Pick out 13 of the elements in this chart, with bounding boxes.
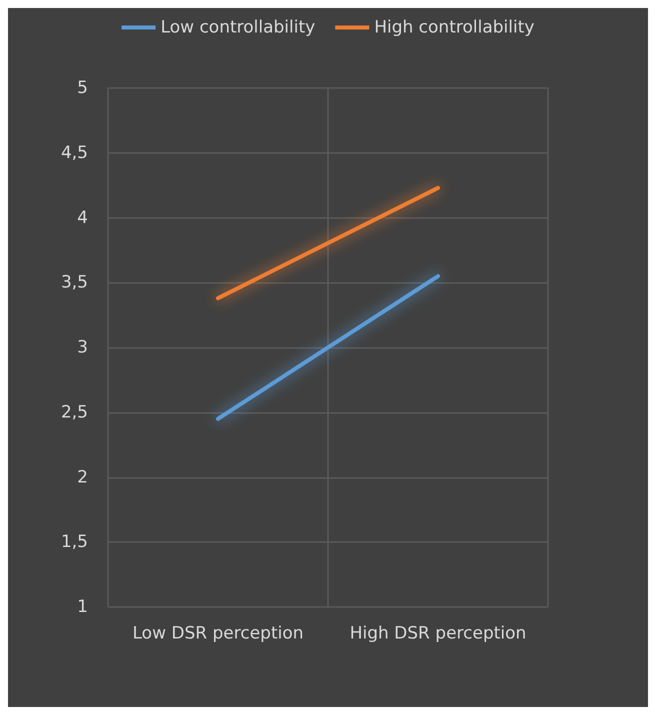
x-tick-label: High DSR perception: [350, 624, 526, 644]
y-tick-label: 4,5: [60, 142, 88, 163]
legend-label: High controllability: [374, 18, 534, 38]
x-tick-label: Low DSR perception: [132, 624, 304, 644]
y-tick-label: 1: [77, 597, 88, 617]
y-tick-label: 4: [77, 208, 88, 228]
y-tick-label: 2,5: [60, 402, 88, 422]
y-tick-label: 3: [77, 338, 88, 358]
y-tick-label: 5: [77, 78, 88, 98]
y-tick-label: 3,5: [60, 272, 88, 293]
legend-label: Low controllability: [160, 18, 316, 38]
y-tick-label: 2: [77, 467, 88, 488]
y-tick-label: 1,5: [60, 532, 88, 552]
